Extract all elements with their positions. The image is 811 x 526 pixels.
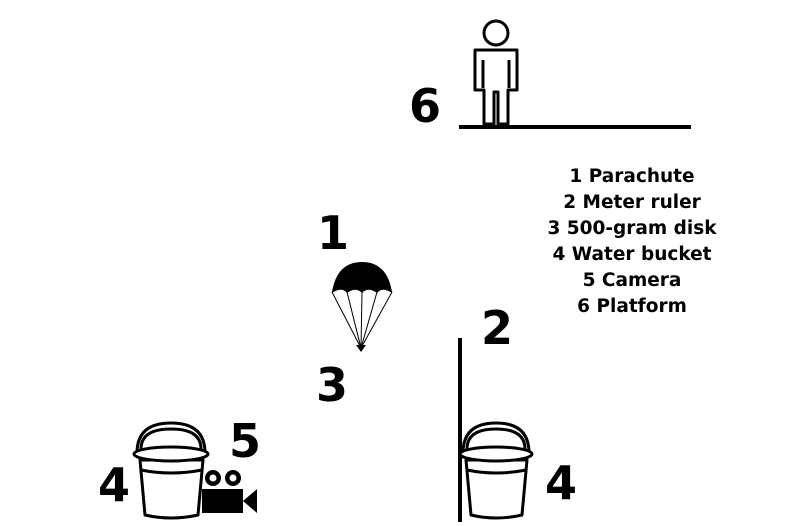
bucket-right-icon xyxy=(458,421,534,520)
legend-item-water-bucket: 4 Water bucket xyxy=(552,244,712,265)
legend-item-parachute: 1 Parachute xyxy=(569,166,695,187)
label-disk-number: 3 xyxy=(316,358,349,412)
legend-item-disk: 3 500-gram disk xyxy=(547,218,717,239)
person-icon xyxy=(473,19,519,126)
label-bucket-left-number: 4 xyxy=(98,458,131,512)
label-parachute-number: 1 xyxy=(317,206,350,260)
label-platform-number: 6 xyxy=(409,79,442,133)
parachute-icon xyxy=(331,262,393,352)
label-camera-number: 5 xyxy=(229,414,262,468)
legend-item-meter-ruler: 2 Meter ruler xyxy=(563,192,701,213)
bucket-left-icon xyxy=(132,421,210,520)
legend-item-camera: 5 Camera xyxy=(582,270,682,291)
camera-icon xyxy=(202,470,257,513)
legend: 1 Parachute 2 Meter ruler 3 500-gram dis… xyxy=(532,164,732,320)
label-bucket-right-number: 4 xyxy=(545,456,578,510)
label-ruler-number: 2 xyxy=(481,301,514,355)
legend-item-platform: 6 Platform xyxy=(577,296,687,317)
